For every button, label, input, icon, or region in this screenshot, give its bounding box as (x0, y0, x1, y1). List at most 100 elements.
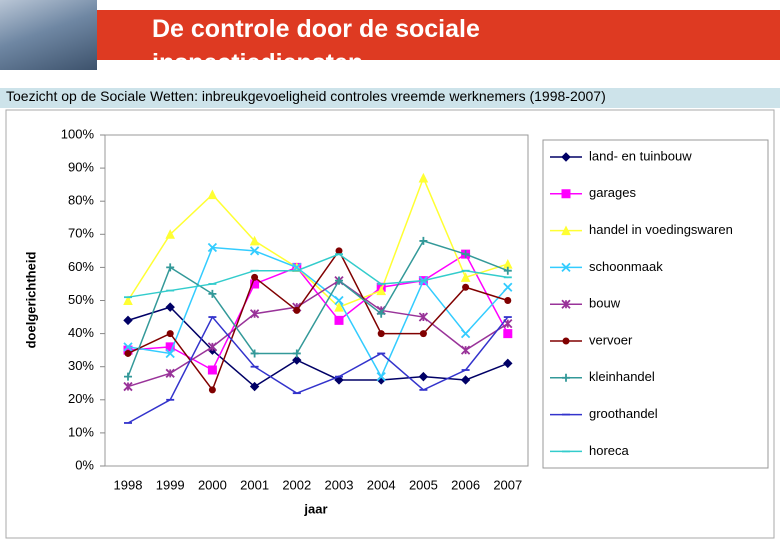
marker (503, 358, 513, 369)
marker (334, 295, 344, 306)
x-tick-label: 2000 (198, 477, 227, 492)
marker (165, 302, 175, 312)
marker (166, 263, 175, 272)
marker (123, 295, 133, 305)
marker (207, 342, 218, 352)
y-tick-label: 0% (75, 457, 94, 472)
subtitle-band (0, 88, 780, 108)
series-line (127, 246, 509, 379)
marker (562, 373, 570, 382)
marker (166, 330, 174, 338)
marker (377, 330, 385, 338)
x-tick-label: 2001 (240, 477, 269, 492)
series-line (127, 306, 509, 388)
x-tick-label: 1999 (156, 477, 185, 492)
marker (377, 309, 386, 318)
marker (460, 375, 471, 385)
marker (124, 372, 132, 381)
series-line (127, 240, 509, 377)
marker (334, 315, 344, 325)
marker (418, 371, 429, 382)
chart-title: Toezicht op de Sociale Wetten: inbreukge… (6, 88, 606, 104)
marker (249, 246, 260, 256)
marker (376, 285, 387, 296)
marker (123, 381, 133, 392)
x-tick-label: 2002 (282, 477, 311, 492)
marker (334, 302, 344, 312)
y-tick-label: 100% (61, 126, 95, 141)
marker (562, 337, 570, 345)
legend-label: schoonmaak (589, 259, 663, 274)
marker (504, 297, 512, 304)
slide-title: De controle door de sociale inspectiedie… (152, 15, 480, 60)
marker (561, 189, 571, 199)
marker (460, 272, 471, 282)
marker (165, 368, 175, 378)
marker (561, 299, 571, 309)
y-tick-label: 20% (68, 391, 94, 406)
plot-area (104, 134, 529, 467)
legend-label: vervoer (589, 332, 633, 347)
marker (124, 349, 132, 357)
y-axis-label: doelgerichtheid (23, 252, 38, 349)
title-banner: De controle door de sociale inspectiedie… (97, 10, 780, 60)
marker (249, 309, 260, 319)
legend-label: horeca (589, 443, 630, 458)
series-line (127, 253, 508, 298)
marker (123, 342, 133, 352)
y-tick-label: 50% (68, 292, 94, 307)
marker (335, 276, 343, 285)
y-tick-label: 60% (68, 259, 94, 274)
marker (250, 349, 259, 358)
x-tick-label: 2005 (409, 477, 438, 492)
legend-label: handel in voedingswaren (589, 222, 733, 237)
marker (165, 348, 175, 359)
marker (561, 262, 571, 273)
marker (207, 189, 218, 200)
marker (292, 349, 301, 358)
y-tick-label: 40% (68, 325, 94, 340)
marker (251, 273, 259, 281)
legend-label: bouw (589, 296, 621, 311)
legend-label: kleinhandel (589, 369, 655, 384)
series-line (127, 176, 509, 308)
y-tick-label: 30% (68, 358, 94, 373)
x-tick-label: 2006 (451, 477, 480, 492)
legend-label: groothandel (589, 406, 658, 421)
marker (418, 172, 429, 183)
marker (376, 371, 386, 382)
marker (335, 247, 343, 255)
y-tick-label: 90% (68, 160, 94, 175)
x-axis-label: jaar (303, 501, 327, 516)
marker (462, 283, 470, 291)
legend-label: land- en tuinbouw (589, 148, 692, 163)
marker (208, 289, 217, 298)
series-line (127, 279, 509, 388)
marker (249, 235, 260, 246)
y-tick-label: 70% (68, 226, 94, 241)
marker (249, 381, 260, 392)
marker (123, 315, 133, 326)
x-tick-label: 2004 (367, 477, 396, 492)
chart: jaar doelgerichtheid 0% 10% 20% 30% 40% 50% 60… (5, 109, 775, 539)
series-line (127, 315, 509, 424)
marker (293, 306, 301, 314)
marker (418, 312, 429, 322)
marker (207, 365, 217, 375)
legend-label: garages (589, 185, 636, 200)
marker (292, 355, 302, 365)
marker (207, 242, 218, 253)
x-tick-label: 2003 (325, 477, 354, 492)
marker (419, 236, 428, 245)
y-tick-label: 80% (68, 193, 94, 208)
series-line (127, 249, 509, 392)
marker (460, 328, 471, 339)
marker (503, 282, 513, 292)
marker (208, 386, 216, 394)
marker (419, 330, 427, 338)
y-tick-label: 10% (68, 424, 94, 439)
marker (460, 345, 471, 355)
marker (503, 329, 513, 339)
marker (461, 250, 470, 259)
